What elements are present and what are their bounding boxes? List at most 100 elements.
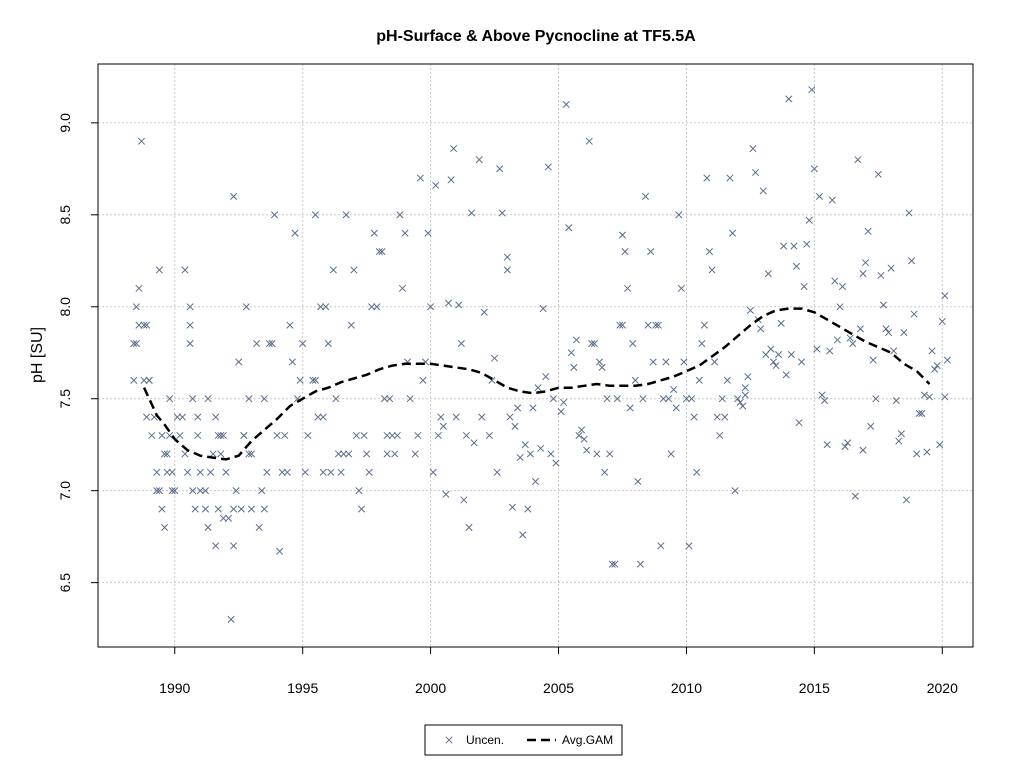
data-point <box>859 270 867 278</box>
data-point <box>450 145 458 153</box>
data-point <box>342 211 350 219</box>
data-point <box>915 409 923 417</box>
data-point <box>593 450 601 458</box>
data-point <box>424 229 432 237</box>
data-point <box>751 168 760 177</box>
data-point <box>132 339 140 348</box>
x-tick-label: 1990 <box>159 680 190 696</box>
data-point <box>181 266 189 274</box>
data-point <box>680 358 688 366</box>
data-point <box>815 192 824 200</box>
data-point <box>810 165 818 173</box>
data-point <box>805 216 813 224</box>
data-point <box>171 487 179 495</box>
data-point <box>160 450 169 458</box>
data-point <box>734 395 742 403</box>
data-point <box>698 339 706 348</box>
data-point <box>644 321 652 329</box>
data-point <box>168 487 176 495</box>
data-point <box>813 345 821 353</box>
data-point <box>299 339 307 348</box>
data-point <box>869 356 877 364</box>
data-point <box>882 325 890 333</box>
data-point <box>383 431 391 440</box>
data-point <box>670 385 678 394</box>
data-point <box>332 395 340 403</box>
data-point <box>736 398 744 406</box>
data-point <box>849 339 857 348</box>
data-point <box>598 363 606 372</box>
data-point <box>624 284 632 292</box>
legend-marker-uncen <box>445 736 453 744</box>
data-point <box>201 505 210 513</box>
data-point <box>718 395 726 403</box>
data-point <box>130 376 138 384</box>
data-point <box>217 450 225 458</box>
data-point <box>641 192 650 200</box>
data-point <box>792 262 801 270</box>
data-point <box>634 477 642 486</box>
data-point <box>795 419 803 427</box>
data-point <box>355 487 363 495</box>
data-point <box>155 487 163 495</box>
data-point <box>879 301 888 309</box>
data-point <box>675 211 683 219</box>
data-point <box>700 321 708 329</box>
grid-lines <box>98 64 973 647</box>
data-point <box>411 450 419 458</box>
data-point <box>247 505 256 513</box>
data-point <box>283 468 291 476</box>
data-point <box>130 339 138 348</box>
data-point <box>711 358 719 366</box>
data-point <box>861 259 870 267</box>
data-point <box>253 339 261 348</box>
y-tick-label: 7.5 <box>57 389 73 409</box>
data-point <box>667 450 675 458</box>
data-point <box>240 431 248 440</box>
data-point <box>345 450 353 458</box>
data-point <box>219 431 227 440</box>
data-point <box>224 514 233 522</box>
data-point <box>191 505 199 513</box>
data-point <box>831 277 839 285</box>
data-point <box>672 404 680 412</box>
data-point <box>508 503 517 511</box>
data-point <box>941 292 949 300</box>
data-point <box>713 413 721 421</box>
data-point <box>460 496 468 504</box>
data-point <box>181 450 189 458</box>
data-point <box>626 404 634 412</box>
uncen-points <box>130 86 951 623</box>
data-point <box>319 468 327 476</box>
data-point <box>268 339 276 348</box>
data-point <box>186 321 194 329</box>
data-point <box>895 437 903 445</box>
data-point <box>183 468 192 476</box>
data-point <box>664 395 673 403</box>
data-point <box>434 431 442 440</box>
x-axis: 1990 1995 2000 2005 2010 2015 2020 <box>159 646 958 696</box>
data-point <box>465 523 473 532</box>
data-point <box>657 542 665 550</box>
data-point <box>608 560 616 568</box>
data-point <box>519 531 527 539</box>
data-point <box>166 395 174 403</box>
data-point <box>769 358 777 366</box>
legend-label-gam: Avg.GAM <box>562 733 613 747</box>
data-point <box>808 86 816 94</box>
data-point <box>444 299 453 307</box>
data-point <box>281 431 289 440</box>
data-point <box>854 156 862 164</box>
data-point <box>493 468 501 476</box>
data-point <box>785 95 793 103</box>
data-point <box>764 270 772 278</box>
data-point <box>291 229 299 237</box>
data-point <box>373 303 381 311</box>
data-point <box>690 413 698 421</box>
data-point <box>531 477 540 486</box>
data-point <box>194 431 202 440</box>
data-point <box>427 303 435 311</box>
legend-box <box>424 724 623 756</box>
data-point <box>818 391 826 399</box>
data-point <box>925 393 934 401</box>
